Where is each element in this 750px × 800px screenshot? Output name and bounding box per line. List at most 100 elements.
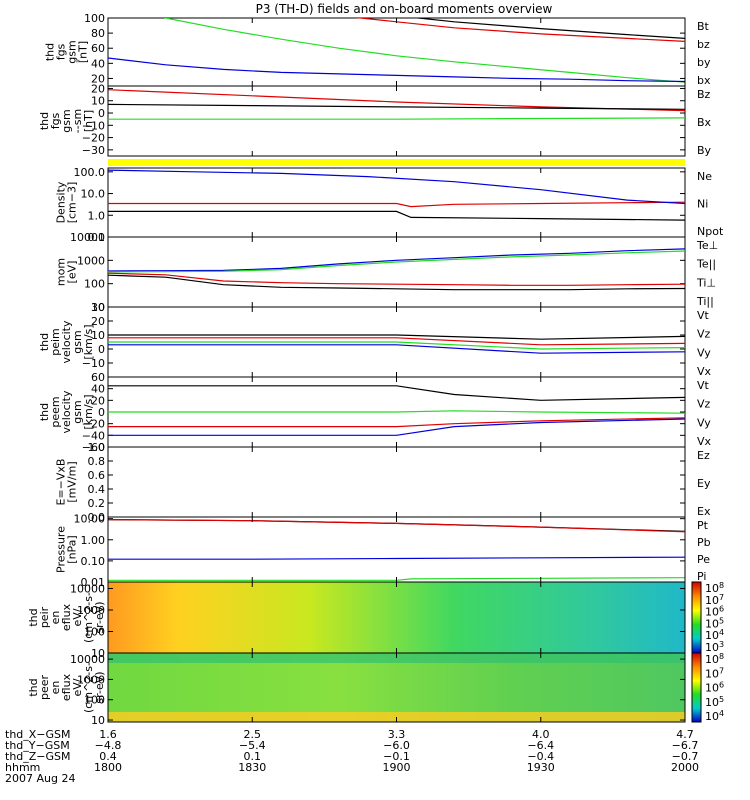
panel-efield: 0.00.20.40.60.81.0 E=−VxB[mV/m] Ez Ey Ex xyxy=(55,441,711,524)
y-tick-label: 20 xyxy=(91,72,105,85)
legend-label: Ni xyxy=(697,198,708,211)
series-line-Pi xyxy=(108,556,685,560)
y-axis-label-line: en xyxy=(49,681,62,695)
colorbar-label: 104 xyxy=(705,709,724,723)
y-axis-label: mom[eV] xyxy=(55,258,79,286)
legend-label: Vx xyxy=(697,365,712,378)
spectrogram xyxy=(108,582,685,653)
y-tick-label: 10.0 xyxy=(81,188,106,201)
y-tick-label: −30 xyxy=(82,144,105,157)
legend-label: Ti⊥ xyxy=(696,276,716,289)
ephemeris-value: 1900 xyxy=(383,761,411,774)
colorbar-label: 105 xyxy=(705,616,724,630)
series-line-Npot xyxy=(108,169,685,205)
legend-label: Ey xyxy=(697,477,711,490)
y-axis-label-line: gsm xyxy=(71,400,84,423)
y-tick-label: 100 xyxy=(84,278,105,291)
y-axis-label: Pressure[nPa] xyxy=(55,526,79,573)
y-axis-label-line: E=−VxB xyxy=(55,459,68,506)
y-axis-label-line: Density xyxy=(55,181,68,223)
legend-label: Vt xyxy=(697,379,710,392)
y-axis-label-line: [mV/m] xyxy=(66,461,79,502)
y-axis-label-line: [km/s] xyxy=(82,324,95,359)
series-line-Vz xyxy=(108,337,685,346)
y-tick-label: 20 xyxy=(91,315,105,328)
y-axis-label-line: Pressure xyxy=(55,526,68,573)
y-axis-label-line: [nPa] xyxy=(66,535,79,563)
legend-label: Bx xyxy=(697,116,712,129)
panel-frame xyxy=(107,516,686,583)
y-axis-label-line: peem xyxy=(49,396,62,427)
series-line-Ti⊥ xyxy=(108,248,685,272)
legend-label: Pb xyxy=(697,536,711,549)
ephemeris-value: 4.7 xyxy=(676,728,694,741)
y-axis-label-line: eflux xyxy=(60,603,73,631)
y-axis-label-line: eV/ xyxy=(71,678,84,696)
legend-label: bz xyxy=(697,38,710,51)
y-tick-label: 40 xyxy=(91,383,105,396)
y-axis-label-line: peir xyxy=(38,606,51,628)
y-axis-label-line: [nT] xyxy=(82,110,95,132)
ephemeris-value: −6.7 xyxy=(672,739,699,752)
ephemeris-value: −6.4 xyxy=(527,739,554,752)
y-tick-label: −60 xyxy=(82,441,105,454)
legend-label: Npot xyxy=(697,225,724,238)
y-tick-label: −10 xyxy=(82,119,105,132)
legend-label: Ti|| xyxy=(696,295,714,308)
panel-peir-en-eflux: 10810710610510410310100100010000thdpeire… xyxy=(27,581,724,660)
y-tick-label: 10 xyxy=(91,647,105,660)
y-tick-label: 0.1 xyxy=(88,231,106,244)
colorbar-scale xyxy=(691,581,702,654)
legend-label: Vx xyxy=(697,435,712,448)
y-tick-label: 0.0 xyxy=(88,511,106,524)
y-tick-label: 10 xyxy=(91,714,105,727)
y-axis-label-line: thd xyxy=(38,403,51,421)
colorbar-label: 106 xyxy=(705,605,724,619)
panel-frame xyxy=(107,85,686,157)
x-axis: thd_X−GSM 1.6 2.5 3.3 4.0 4.7 thd_Y−GSM −4.8 −5.… xyxy=(5,18,699,785)
ephemeris-value: −5.4 xyxy=(239,739,266,752)
legend-label: Vy xyxy=(697,346,711,359)
y-axis-label-line: [nT] xyxy=(77,41,90,63)
y-axis-label-line: --sm xyxy=(71,109,84,133)
legend-label: Vy xyxy=(697,416,711,429)
legend-label: By xyxy=(697,144,712,157)
legend-label: Pi xyxy=(697,570,706,583)
y-axis-label-line: sr-eV) xyxy=(93,671,106,703)
ephemeris-value: 2000 xyxy=(671,761,699,774)
ephemeris-row-label: thd_X−GSM xyxy=(5,728,71,741)
series-line-Vt xyxy=(108,334,685,340)
y-axis-label-line: thd xyxy=(38,333,51,351)
y-tick-label: 20 xyxy=(91,82,105,95)
legend-label: bx xyxy=(697,74,711,87)
ephemeris-value: 1930 xyxy=(527,761,555,774)
legend-label: Vz xyxy=(697,398,711,411)
ephemeris-value: 1830 xyxy=(238,761,266,774)
y-axis-label-line: gsm xyxy=(66,40,79,63)
y-tick-label: 10.00 xyxy=(74,513,106,526)
legend-label: Te|| xyxy=(696,258,716,271)
panel-peim-velocity: −100102030thdpeimvelocitygsm[km/s]VtVzVy… xyxy=(38,301,712,378)
y-axis-label-line: thd xyxy=(27,608,40,626)
panel-peer-en-eflux: 10810710610510410100100010000thdpeerenef… xyxy=(27,652,724,727)
y-tick-label: 0.6 xyxy=(88,469,106,482)
spectrogram xyxy=(108,653,685,722)
series-line-Te|| xyxy=(108,274,685,291)
y-axis-label-line: en xyxy=(49,611,62,625)
y-axis-label-line: (cm^2-s- xyxy=(82,592,95,643)
y-tick-label: 1.00 xyxy=(81,534,106,547)
series-line-By xyxy=(108,117,685,120)
y-tick-label: −20 xyxy=(82,132,105,145)
series-line-by xyxy=(163,18,685,83)
y-tick-label: 30 xyxy=(91,301,105,314)
ephemeris-value: −4.8 xyxy=(95,739,122,752)
